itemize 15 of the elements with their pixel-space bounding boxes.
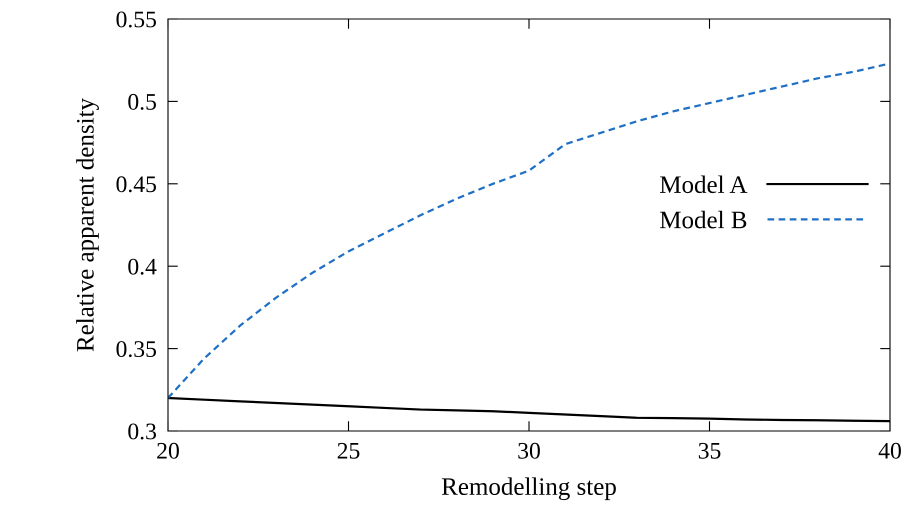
y-tick-label: 0.4 [128,258,157,275]
legend-label: Model B [660,210,746,228]
x-tick-label: 35 [698,442,720,459]
y-tick-label: 0.5 [128,94,156,110]
y-tick-label: 0.35 [116,341,156,358]
x-tick-label: 20 [157,442,179,459]
x-axis-title: Remodelling step [442,477,616,500]
x-tick-label: 40 [878,442,901,459]
x-tick-label: 25 [338,442,360,459]
y-tick-label: 0.45 [116,176,156,192]
legend-label: Model A [660,175,748,194]
x-tick-label: 30 [518,442,540,459]
y-tick-label: 0.3 [128,423,156,440]
y-tick-label: 0.55 [116,11,156,28]
y-axis-title: Relative apparent density [76,98,99,352]
